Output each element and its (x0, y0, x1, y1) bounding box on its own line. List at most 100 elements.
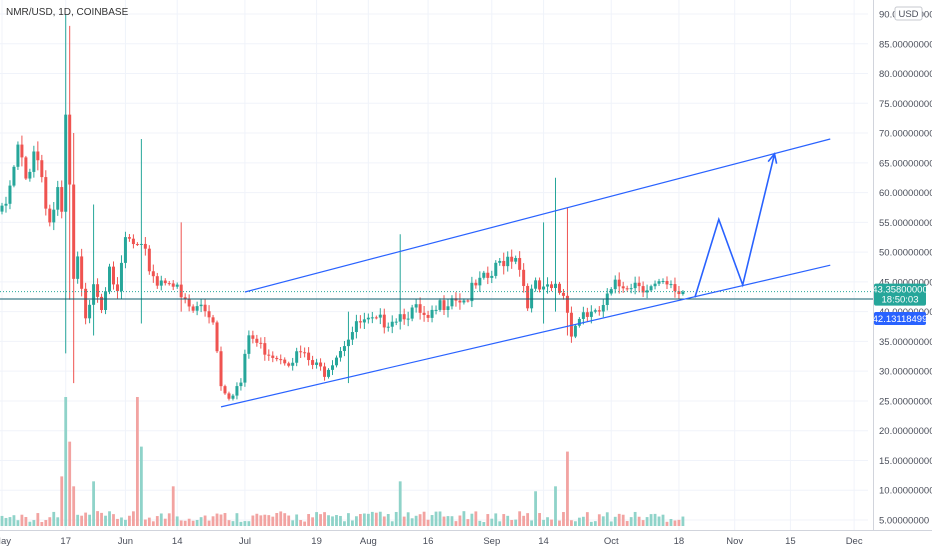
volume-bar (267, 515, 271, 526)
candle-body (597, 310, 601, 312)
candle-body (681, 291, 685, 295)
candle-body (494, 262, 498, 276)
volume-bar (295, 514, 299, 526)
candle-body (629, 288, 633, 290)
candle-body (502, 260, 506, 267)
candle-body (291, 362, 295, 366)
currency-badge[interactable]: USD (894, 6, 923, 21)
volume-bar (518, 511, 522, 526)
volume-bar (239, 521, 243, 526)
channel-upper-line[interactable] (244, 138, 831, 293)
line-price-value: 42.13118499 (873, 314, 928, 325)
candle-body (490, 275, 494, 278)
volume-bar (570, 520, 573, 526)
volume-bar (155, 516, 159, 526)
candle-body (327, 369, 331, 377)
currency-badge-label: USD (898, 9, 918, 20)
volume-bar (450, 516, 454, 526)
candle-body (346, 339, 350, 347)
volume-bar (625, 521, 629, 526)
volume-bar (128, 515, 131, 526)
candle-body (36, 151, 40, 161)
volume-bar (454, 521, 458, 526)
x-tick-label: Oct (604, 536, 619, 547)
volume-bar (362, 513, 366, 526)
candle-body (342, 346, 346, 352)
volume-bar (649, 514, 653, 526)
y-tick-label: 5.00000000 (879, 516, 929, 527)
candle-body (247, 335, 251, 354)
volume-bar (593, 521, 597, 526)
candle-body (661, 280, 665, 282)
volume-bar (414, 515, 418, 526)
volume-bar (530, 520, 534, 526)
volume-bar (247, 521, 251, 526)
volume-bar (171, 486, 175, 526)
volume-bar (470, 513, 474, 526)
candle-body (319, 362, 323, 367)
candle-body (239, 382, 243, 387)
channel-lower-line[interactable] (220, 264, 831, 408)
volume-bar (311, 517, 314, 526)
candle-body (338, 351, 342, 358)
volume-bar (566, 451, 569, 526)
candle-body (207, 311, 211, 318)
candle-body (211, 317, 215, 323)
candle-body (28, 171, 32, 179)
candle-body (0, 205, 4, 212)
volume-bar (303, 521, 307, 526)
volume-bar (108, 511, 111, 526)
volume-bar (514, 519, 518, 526)
candle-body (151, 271, 155, 277)
candle-body (44, 177, 48, 209)
candle-body (378, 314, 382, 318)
candle-body (123, 237, 127, 263)
candle-body (358, 321, 362, 323)
candle-body (462, 300, 466, 303)
volume-bar (159, 513, 163, 526)
candle-body (175, 284, 179, 287)
volume-bar (167, 513, 171, 526)
candle-body (127, 237, 131, 239)
candle-body (179, 284, 183, 298)
candle-body (295, 351, 299, 363)
volume-bar (291, 520, 295, 526)
y-tick-label: 35.00000000 (879, 337, 932, 348)
volume-bar (382, 516, 386, 526)
candle-body (303, 352, 307, 354)
volume-bar (175, 516, 179, 526)
candle-body (522, 269, 526, 286)
volume-bar (546, 517, 549, 526)
candle-body (446, 306, 450, 310)
volume-bar (498, 521, 502, 526)
candle-body (510, 256, 514, 262)
volume-bar (510, 520, 514, 526)
candle-body (589, 311, 593, 317)
volume-bar (554, 486, 557, 526)
volume-bar (446, 516, 450, 526)
volume-bar (438, 511, 442, 526)
volume-bar (374, 512, 378, 526)
volume-bar (104, 515, 107, 526)
horizontal-line[interactable] (0, 291, 874, 300)
x-tick-label: Aug (360, 536, 377, 547)
currency-badge-frame (894, 6, 923, 21)
volume-bar (522, 515, 526, 526)
x-tick-label: Sep (483, 536, 500, 547)
volume-bar (116, 518, 119, 526)
candle-body (657, 281, 661, 284)
candle-body (414, 304, 418, 308)
volume-bar (657, 516, 661, 526)
candle-body (581, 312, 585, 319)
projection-path[interactable] (694, 153, 776, 298)
candle-body (390, 321, 394, 327)
volume-bar (243, 521, 247, 526)
volume-bar (526, 513, 530, 526)
channel-drawing[interactable] (220, 138, 831, 408)
x-tick-label: 16 (423, 536, 434, 547)
volume-bar (597, 514, 601, 526)
candle-body (135, 244, 139, 246)
candle-body (569, 312, 573, 337)
